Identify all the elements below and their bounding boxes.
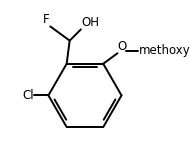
Text: Cl: Cl bbox=[22, 89, 34, 102]
Text: F: F bbox=[43, 13, 50, 26]
Text: methoxy: methoxy bbox=[139, 44, 190, 57]
Text: O: O bbox=[118, 40, 127, 53]
Text: OH: OH bbox=[81, 16, 99, 29]
